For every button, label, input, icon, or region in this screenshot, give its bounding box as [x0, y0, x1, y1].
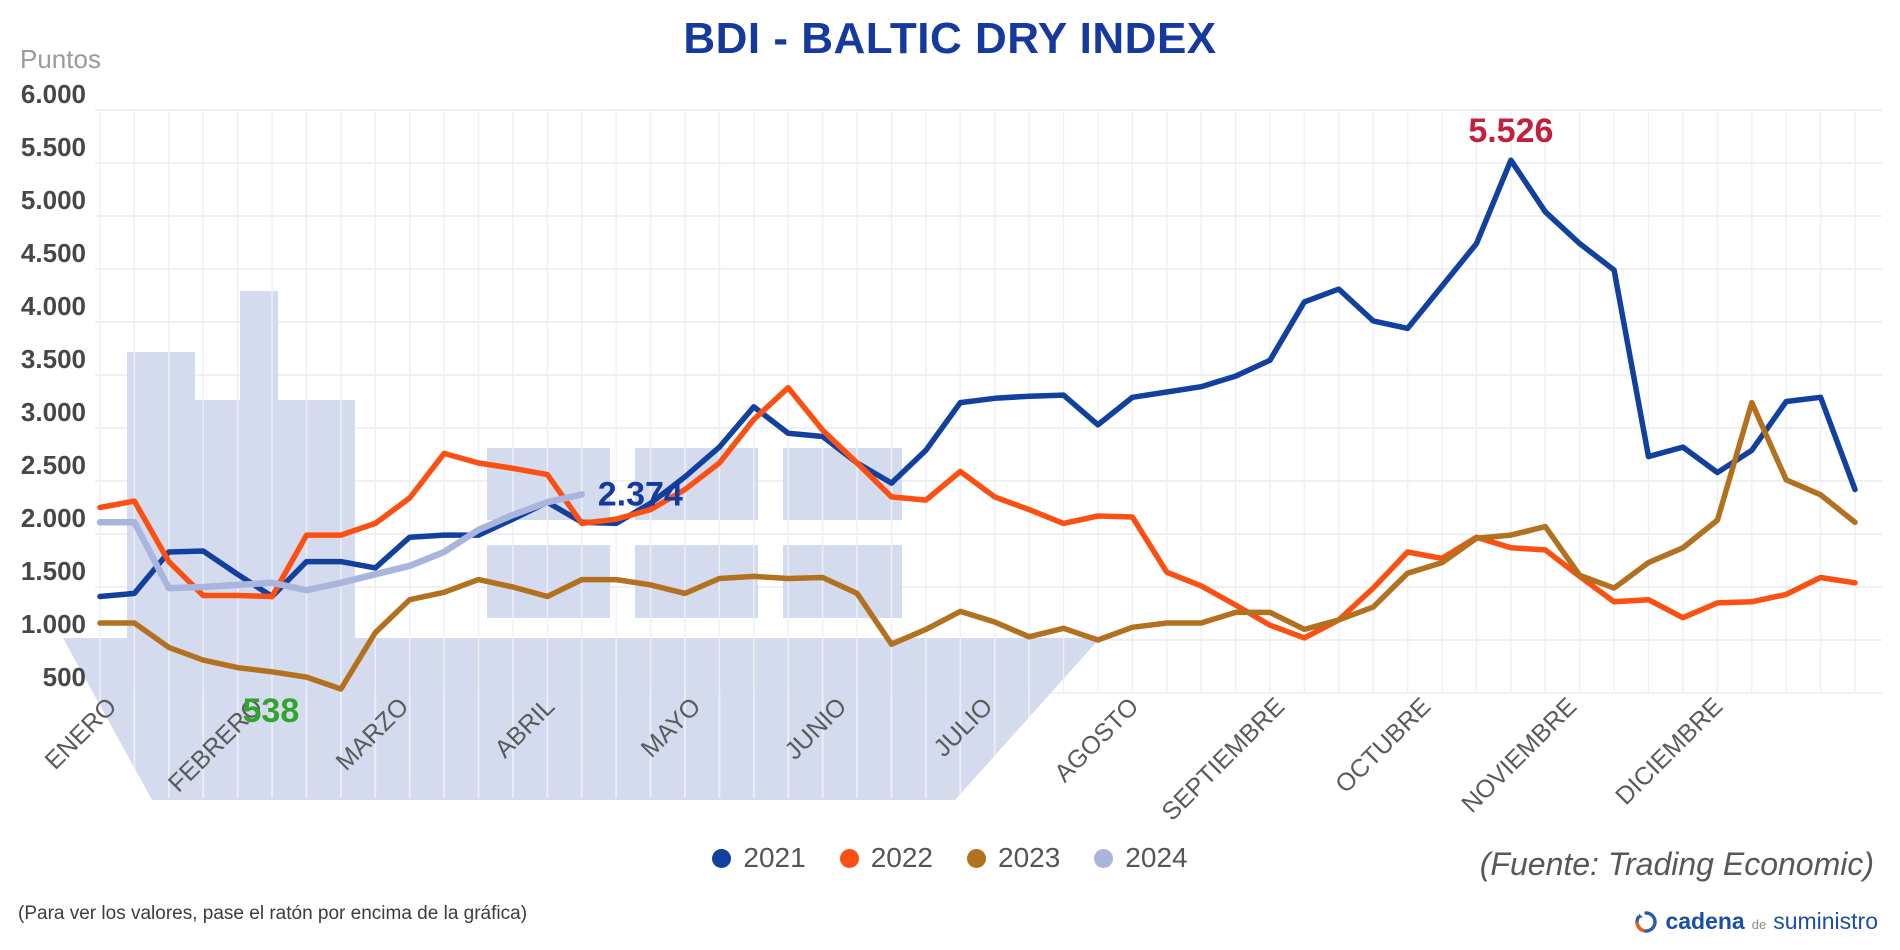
legend-dot-2023 [967, 848, 986, 868]
y-tick-label: 4.000 [21, 291, 86, 321]
y-tick-label: 5.000 [21, 185, 86, 215]
legend: 2021 2022 2023 2024 [0, 842, 1900, 874]
legend-label: 2021 [743, 842, 806, 873]
annotation-2024: 2.374 [598, 475, 683, 513]
legend-item-2022[interactable]: 2022 [839, 842, 933, 874]
x-tick-label-enero[interactable]: ENERO [40, 692, 123, 775]
x-tick-label-diciembre[interactable]: DICIEMBRE [1610, 692, 1728, 810]
page-title: BDI - BALTIC DRY INDEX [683, 14, 1217, 63]
value-annotations: 5.526 2.374 538 [243, 112, 1554, 730]
legend-item-2023[interactable]: 2023 [967, 842, 1060, 874]
container-block [783, 448, 902, 520]
y-tick-label: 4.500 [21, 238, 86, 268]
y-tick-label: 3.500 [21, 344, 86, 374]
annotation-2023: 538 [243, 692, 300, 730]
legend-label: 2022 [870, 842, 933, 873]
series-lines[interactable] [96, 157, 1858, 692]
y-tick-label: 6.000 [21, 79, 86, 109]
ship-watermark [63, 291, 1100, 800]
legend-dot-2022 [839, 848, 859, 868]
container-stack [195, 400, 240, 638]
legend-label: 2024 [1125, 842, 1188, 873]
y-axis-labels: 6.000 5.500 5.000 4.500 4.000 3.500 3.000 2.500… [21, 79, 86, 692]
logo-text-suministro: suministro [1773, 908, 1878, 934]
container-block [635, 545, 758, 618]
y-tick-label: 500 [43, 662, 86, 692]
cadena-de-suministro-logo[interactable]: cadena de suministro [1634, 908, 1878, 935]
container-block [487, 448, 610, 520]
logo-text-cadena: cadena [1665, 908, 1745, 934]
legend-dot-2024 [1094, 848, 1114, 868]
hover-instruction: (Para ver los valores, pase el ratón por… [18, 903, 528, 924]
x-tick-label-octubre[interactable]: OCTUBRE [1330, 692, 1436, 798]
source-credit: (Fuente: Trading Economic) [1479, 846, 1874, 882]
container-stack [278, 400, 355, 638]
series-line-2024[interactable] [96, 491, 586, 594]
y-tick-label: 5.500 [21, 132, 86, 162]
y-tick-label: 1.500 [21, 556, 86, 586]
legend-item-2024[interactable]: 2024 [1094, 842, 1188, 874]
series-line-2022[interactable] [97, 384, 1858, 641]
circular-arrows-icon [1635, 910, 1658, 933]
container-block [783, 545, 902, 618]
container-stack [127, 352, 195, 638]
y-tick-label: 3.000 [21, 397, 86, 427]
x-tick-label-noviembre[interactable]: NOVIEMBRE [1456, 692, 1582, 818]
annotation-2021: 5.526 [1468, 112, 1553, 150]
logo-text-de: de [1751, 917, 1767, 932]
y-tick-label: 2.000 [21, 503, 86, 533]
series-line-2021[interactable] [97, 157, 1858, 600]
legend-label: 2023 [998, 842, 1061, 873]
legend-dot-2021 [712, 848, 732, 868]
y-tick-label: 2.500 [21, 450, 86, 480]
series-line-2023[interactable] [97, 399, 1858, 692]
y-tick-label: 1.000 [21, 609, 86, 639]
legend-item-2021[interactable]: 2021 [712, 842, 806, 874]
y-axis-unit-label: Puntos [20, 44, 101, 74]
